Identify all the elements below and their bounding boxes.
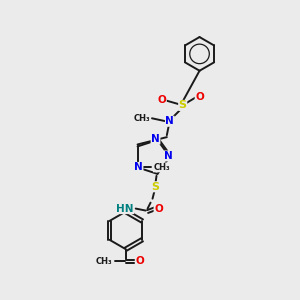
Text: O: O (135, 256, 144, 266)
Text: CH₃: CH₃ (134, 114, 150, 123)
Text: N: N (134, 162, 143, 172)
Text: CH₃: CH₃ (153, 163, 170, 172)
Text: S: S (179, 100, 187, 110)
Text: N: N (164, 151, 173, 161)
Text: CH₃: CH₃ (95, 256, 112, 266)
Text: S: S (152, 182, 160, 192)
Text: HN: HN (116, 204, 134, 214)
Text: N: N (165, 116, 174, 126)
Text: O: O (158, 95, 166, 106)
Text: N: N (151, 134, 160, 144)
Text: O: O (195, 92, 204, 103)
Text: O: O (154, 204, 163, 214)
